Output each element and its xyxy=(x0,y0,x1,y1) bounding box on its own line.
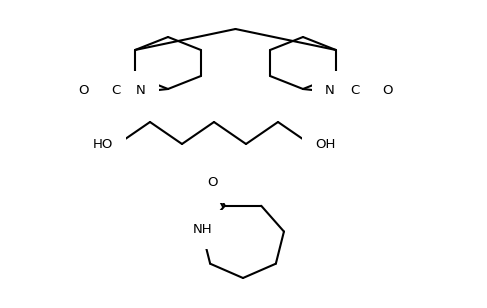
Text: OH: OH xyxy=(315,137,336,151)
Text: O: O xyxy=(382,84,393,97)
Text: HO: HO xyxy=(93,137,113,151)
Text: C: C xyxy=(350,84,359,97)
Text: C: C xyxy=(112,84,121,97)
Text: O: O xyxy=(78,84,89,97)
Text: N: N xyxy=(325,84,335,97)
Text: O: O xyxy=(207,176,218,189)
Text: NH: NH xyxy=(192,223,212,236)
Text: N: N xyxy=(136,84,146,97)
